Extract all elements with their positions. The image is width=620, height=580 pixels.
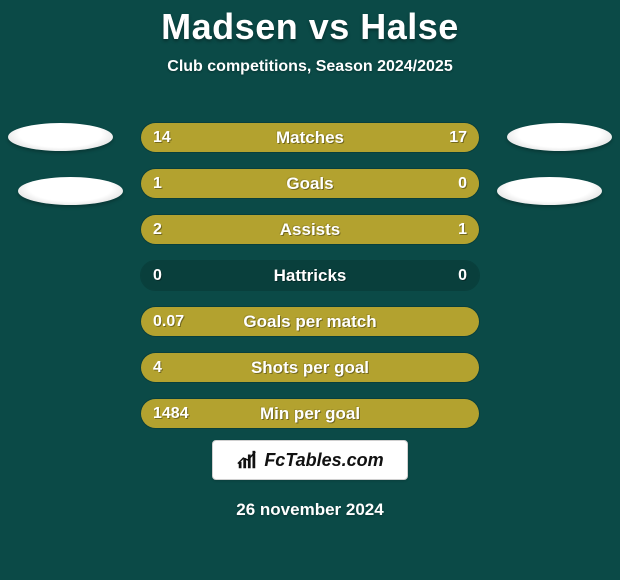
date-label: 26 november 2024 (0, 500, 620, 520)
logo-box: FcTables.com (212, 440, 408, 480)
logo-text: FcTables.com (264, 450, 383, 471)
bar-track: Goals per match 0.07 (140, 306, 480, 337)
value-right: 17 (449, 129, 467, 147)
stat-row: Goals per match 0.07 (0, 306, 620, 337)
value-left: 0.07 (153, 313, 184, 331)
stat-label: Hattricks (274, 266, 347, 286)
stat-row: Goals 1 0 (0, 168, 620, 199)
bar-track: Min per goal 1484 (140, 398, 480, 429)
stats-rows: Matches1417Goals10Assists21Hattricks00Go… (0, 122, 620, 429)
value-left: 1484 (153, 405, 189, 423)
stat-label: Matches (276, 128, 344, 148)
bar-track: Shots per goal 4 (140, 352, 480, 383)
page-subtitle: Club competitions, Season 2024/2025 (0, 58, 620, 76)
bar-track: Hattricks 0 0 (140, 260, 480, 291)
bar-right-fill (418, 169, 479, 198)
stat-row: Matches 14 17 (0, 122, 620, 153)
stat-label: Assists (280, 220, 340, 240)
bar-track: Assists 2 1 (140, 214, 480, 245)
bar-track: Goals 1 0 (140, 168, 480, 199)
bar-track: Matches 14 17 (140, 122, 480, 153)
stat-label: Shots per goal (251, 358, 369, 378)
value-right: 0 (458, 175, 467, 193)
page-title: Madsen vs Halse (0, 0, 620, 48)
stat-row: Shots per goal 4 (0, 352, 620, 383)
value-left: 14 (153, 129, 171, 147)
value-right: 1 (458, 221, 467, 239)
value-left: 1 (153, 175, 162, 193)
stat-label: Goals (286, 174, 333, 194)
stat-row: Min per goal 1484 (0, 398, 620, 429)
value-left: 2 (153, 221, 162, 239)
stat-label: Goals per match (243, 312, 376, 332)
stat-label: Min per goal (260, 404, 360, 424)
stat-row: Assists 2 1 (0, 214, 620, 245)
value-right: 0 (458, 267, 467, 285)
infographic-container: Madsen vs Halse Club competitions, Seaso… (0, 0, 620, 580)
stat-row: Hattricks 0 0 (0, 260, 620, 291)
chart-icon (236, 449, 258, 471)
value-left: 0 (153, 267, 162, 285)
value-left: 4 (153, 359, 162, 377)
